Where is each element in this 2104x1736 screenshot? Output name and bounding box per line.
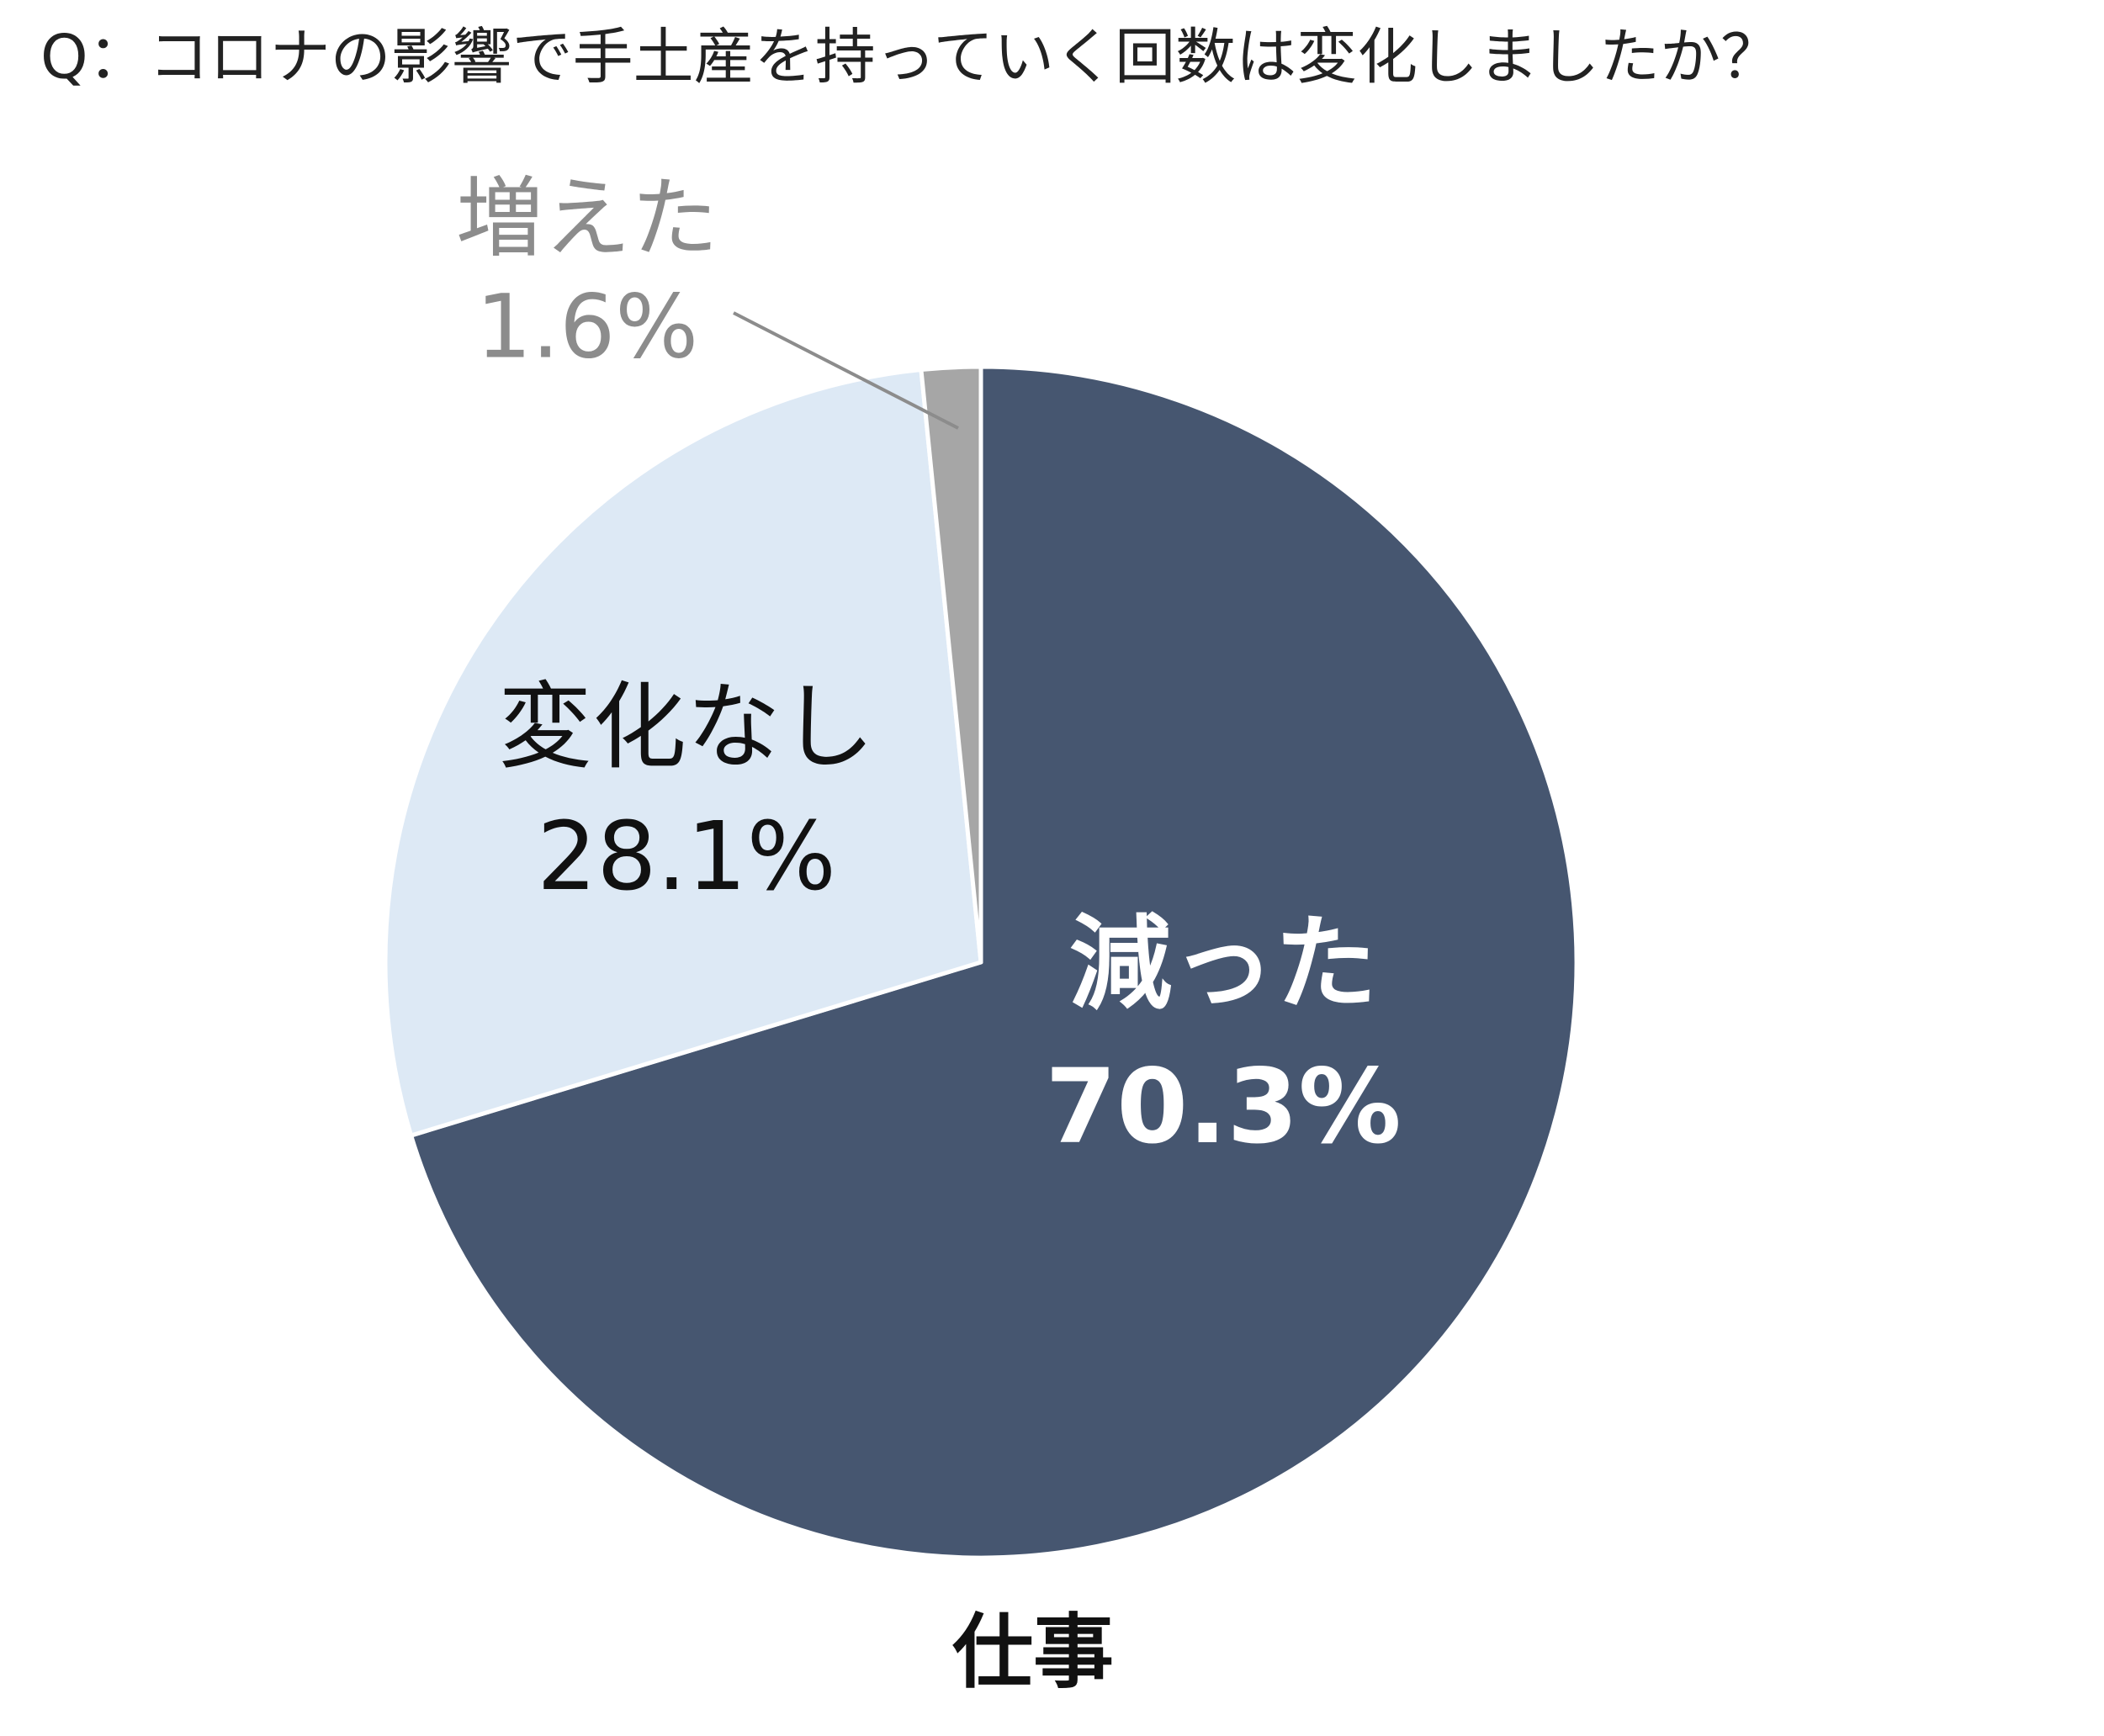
value-label: 1.6% [476, 275, 698, 378]
leader-line [733, 311, 959, 430]
pie-slice [919, 364, 983, 965]
pie-slice [409, 364, 1579, 1560]
slice-label: 変化なし [498, 673, 875, 782]
slice-label: 減った [1069, 904, 1377, 1024]
pie-slice [383, 368, 983, 1138]
value-label: 28.1% [537, 802, 836, 912]
slice-label: 増えた [456, 167, 718, 269]
pie [383, 364, 1579, 1560]
value-label: 70.3% [1045, 1047, 1401, 1167]
chart-subtitle: 仕事 [952, 1605, 1114, 1699]
chart-title: Q：コロナの影響で手土産を持っていく回数は変化しましたか？ [40, 22, 1781, 93]
